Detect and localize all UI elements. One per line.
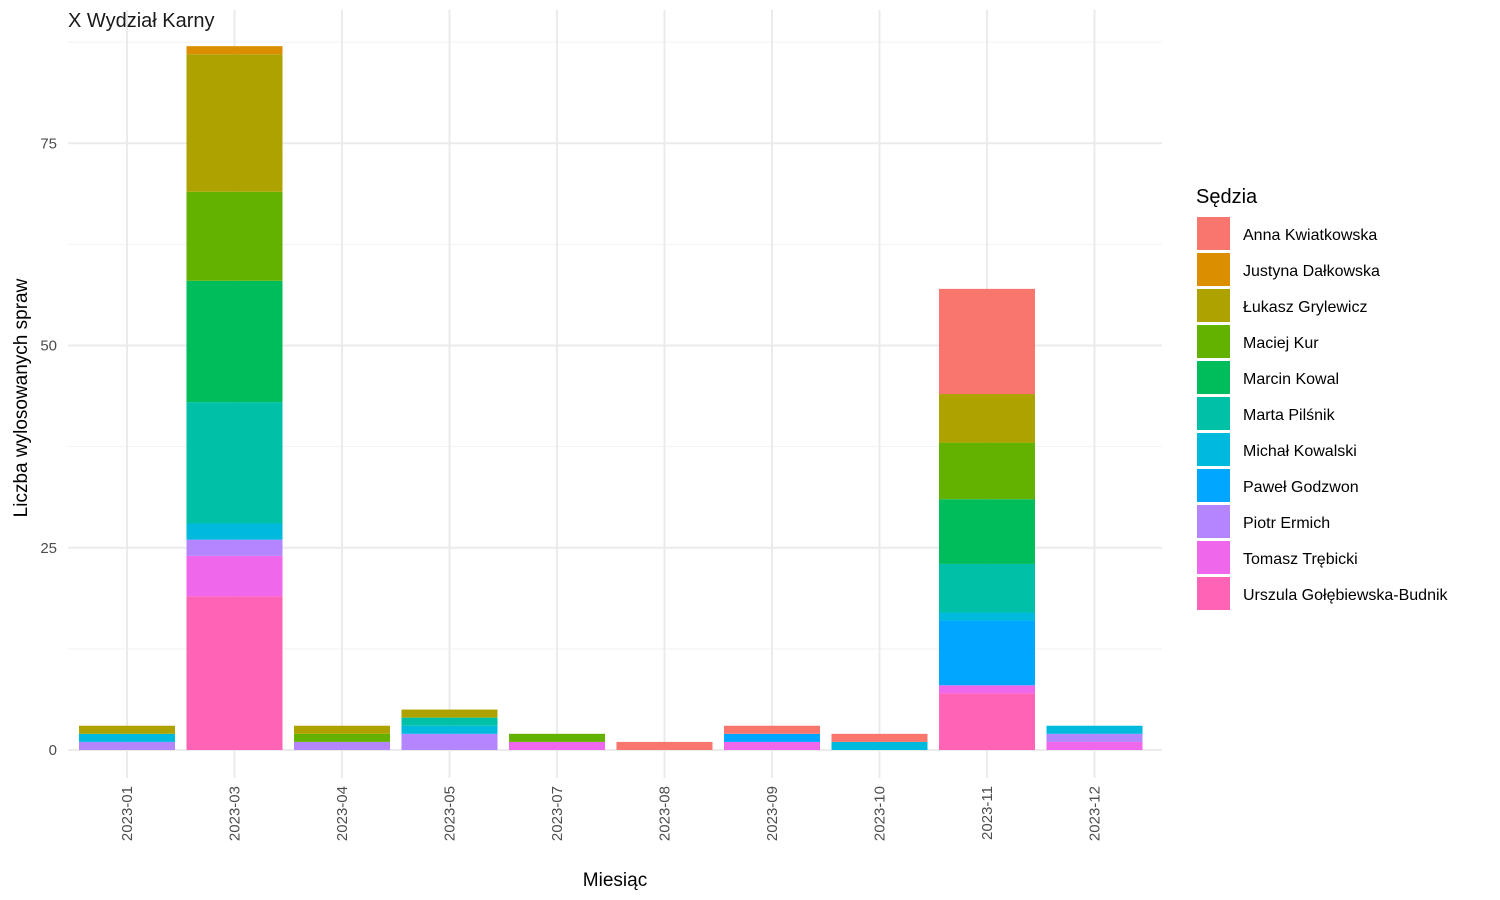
legend-label: Urszula Gołębiewska-Budnik bbox=[1243, 587, 1449, 604]
bar-segment bbox=[939, 685, 1035, 694]
legend-label: Łukasz Grylewicz bbox=[1243, 299, 1367, 316]
legend-key bbox=[1197, 253, 1230, 286]
legend-label: Anna Kwiatkowska bbox=[1243, 227, 1377, 244]
bar-segment bbox=[294, 733, 390, 742]
bar-segment bbox=[939, 442, 1035, 500]
legend-label: Piotr Ermich bbox=[1243, 515, 1330, 532]
bar-segment bbox=[186, 596, 283, 750]
bar-segment bbox=[186, 54, 283, 192]
bar-segment bbox=[616, 741, 713, 750]
bar-segment bbox=[939, 499, 1035, 564]
legend-key bbox=[1197, 289, 1230, 322]
legend-key bbox=[1197, 505, 1230, 538]
bar-segment bbox=[401, 717, 498, 726]
x-tick-label: 2023-05 bbox=[442, 786, 459, 841]
bar-segment bbox=[831, 733, 928, 742]
bars bbox=[79, 46, 1143, 750]
x-tick-label: 2023-04 bbox=[334, 786, 351, 841]
legend-key bbox=[1197, 217, 1230, 250]
legend-label: Marcin Kowal bbox=[1243, 371, 1339, 388]
x-axis-title: Miesiąc bbox=[583, 870, 647, 891]
bar-segment bbox=[724, 741, 820, 750]
legend-key bbox=[1197, 325, 1230, 358]
x-tick-label: 2023-07 bbox=[549, 786, 566, 841]
bar-segment bbox=[401, 733, 498, 750]
bar-segment bbox=[401, 725, 498, 734]
bar-segment bbox=[939, 563, 1035, 613]
bar-segment bbox=[186, 539, 283, 556]
bar-segment bbox=[939, 394, 1035, 443]
bar-segment bbox=[186, 523, 283, 540]
bar-segment bbox=[79, 725, 175, 734]
x-tick-label: 2023-12 bbox=[1087, 786, 1104, 841]
legend-label: Michał Kowalski bbox=[1243, 443, 1357, 460]
bar-segment bbox=[509, 733, 605, 742]
y-axis-title: Liczba wylosowanych spraw bbox=[11, 278, 32, 517]
legend-key bbox=[1197, 541, 1230, 574]
y-tick-label: 0 bbox=[49, 742, 57, 759]
bar-segment bbox=[186, 191, 283, 281]
bar-segment bbox=[186, 280, 283, 403]
legend-key bbox=[1197, 577, 1230, 610]
legend-label: Marta Pilśnik bbox=[1243, 407, 1336, 424]
x-tick-label: 2023-08 bbox=[657, 786, 674, 841]
bar-segment bbox=[939, 612, 1035, 621]
x-tick-label: 2023-09 bbox=[764, 786, 781, 841]
legend-title: Sędzia bbox=[1196, 186, 1258, 208]
y-tick-label: 50 bbox=[40, 338, 57, 355]
bar-segment bbox=[1046, 733, 1143, 742]
bar-segment bbox=[186, 402, 283, 524]
legend-label: Paweł Godzwon bbox=[1243, 479, 1359, 496]
bar-segment bbox=[939, 620, 1035, 686]
bar-segment bbox=[186, 46, 283, 55]
x-tick-label: 2023-01 bbox=[119, 786, 136, 841]
bar-segment bbox=[1046, 725, 1143, 734]
axis-ticks: 0 25 50 75 2023-01 2023-03 2023-04 2023-05 2023-… bbox=[40, 135, 1103, 841]
legend-key bbox=[1197, 433, 1230, 466]
bar-segment bbox=[509, 741, 605, 750]
x-tick-label: 2023-11 bbox=[979, 786, 996, 840]
bar-segment bbox=[724, 725, 820, 734]
bar-segment bbox=[939, 288, 1035, 395]
legend-key bbox=[1197, 469, 1230, 502]
bar-segment bbox=[831, 741, 928, 750]
bar-segment bbox=[939, 693, 1035, 750]
legend: Sędzia Anna Kwiatkowska Justyna Dałkowska… bbox=[1196, 186, 1449, 610]
bar-segment bbox=[79, 741, 175, 750]
legend-key bbox=[1197, 361, 1230, 394]
x-tick-label: 2023-10 bbox=[872, 786, 889, 841]
y-tick-label: 75 bbox=[40, 135, 57, 152]
x-tick-label: 2023-03 bbox=[227, 786, 244, 841]
legend-key bbox=[1197, 397, 1230, 430]
y-tick-label: 25 bbox=[40, 540, 57, 557]
legend-label: Justyna Dałkowska bbox=[1243, 263, 1380, 280]
bar-segment bbox=[294, 741, 390, 750]
bar-segment bbox=[79, 733, 175, 742]
bar-segment bbox=[724, 733, 820, 742]
bar-segment bbox=[294, 725, 390, 734]
bar-segment bbox=[1046, 741, 1143, 750]
legend-label: Maciej Kur bbox=[1243, 335, 1319, 352]
facet-title: X Wydział Karny bbox=[68, 10, 215, 32]
legend-label: Tomasz Trębicki bbox=[1243, 551, 1358, 568]
bar-segment bbox=[401, 709, 498, 718]
bar-segment bbox=[186, 555, 283, 597]
